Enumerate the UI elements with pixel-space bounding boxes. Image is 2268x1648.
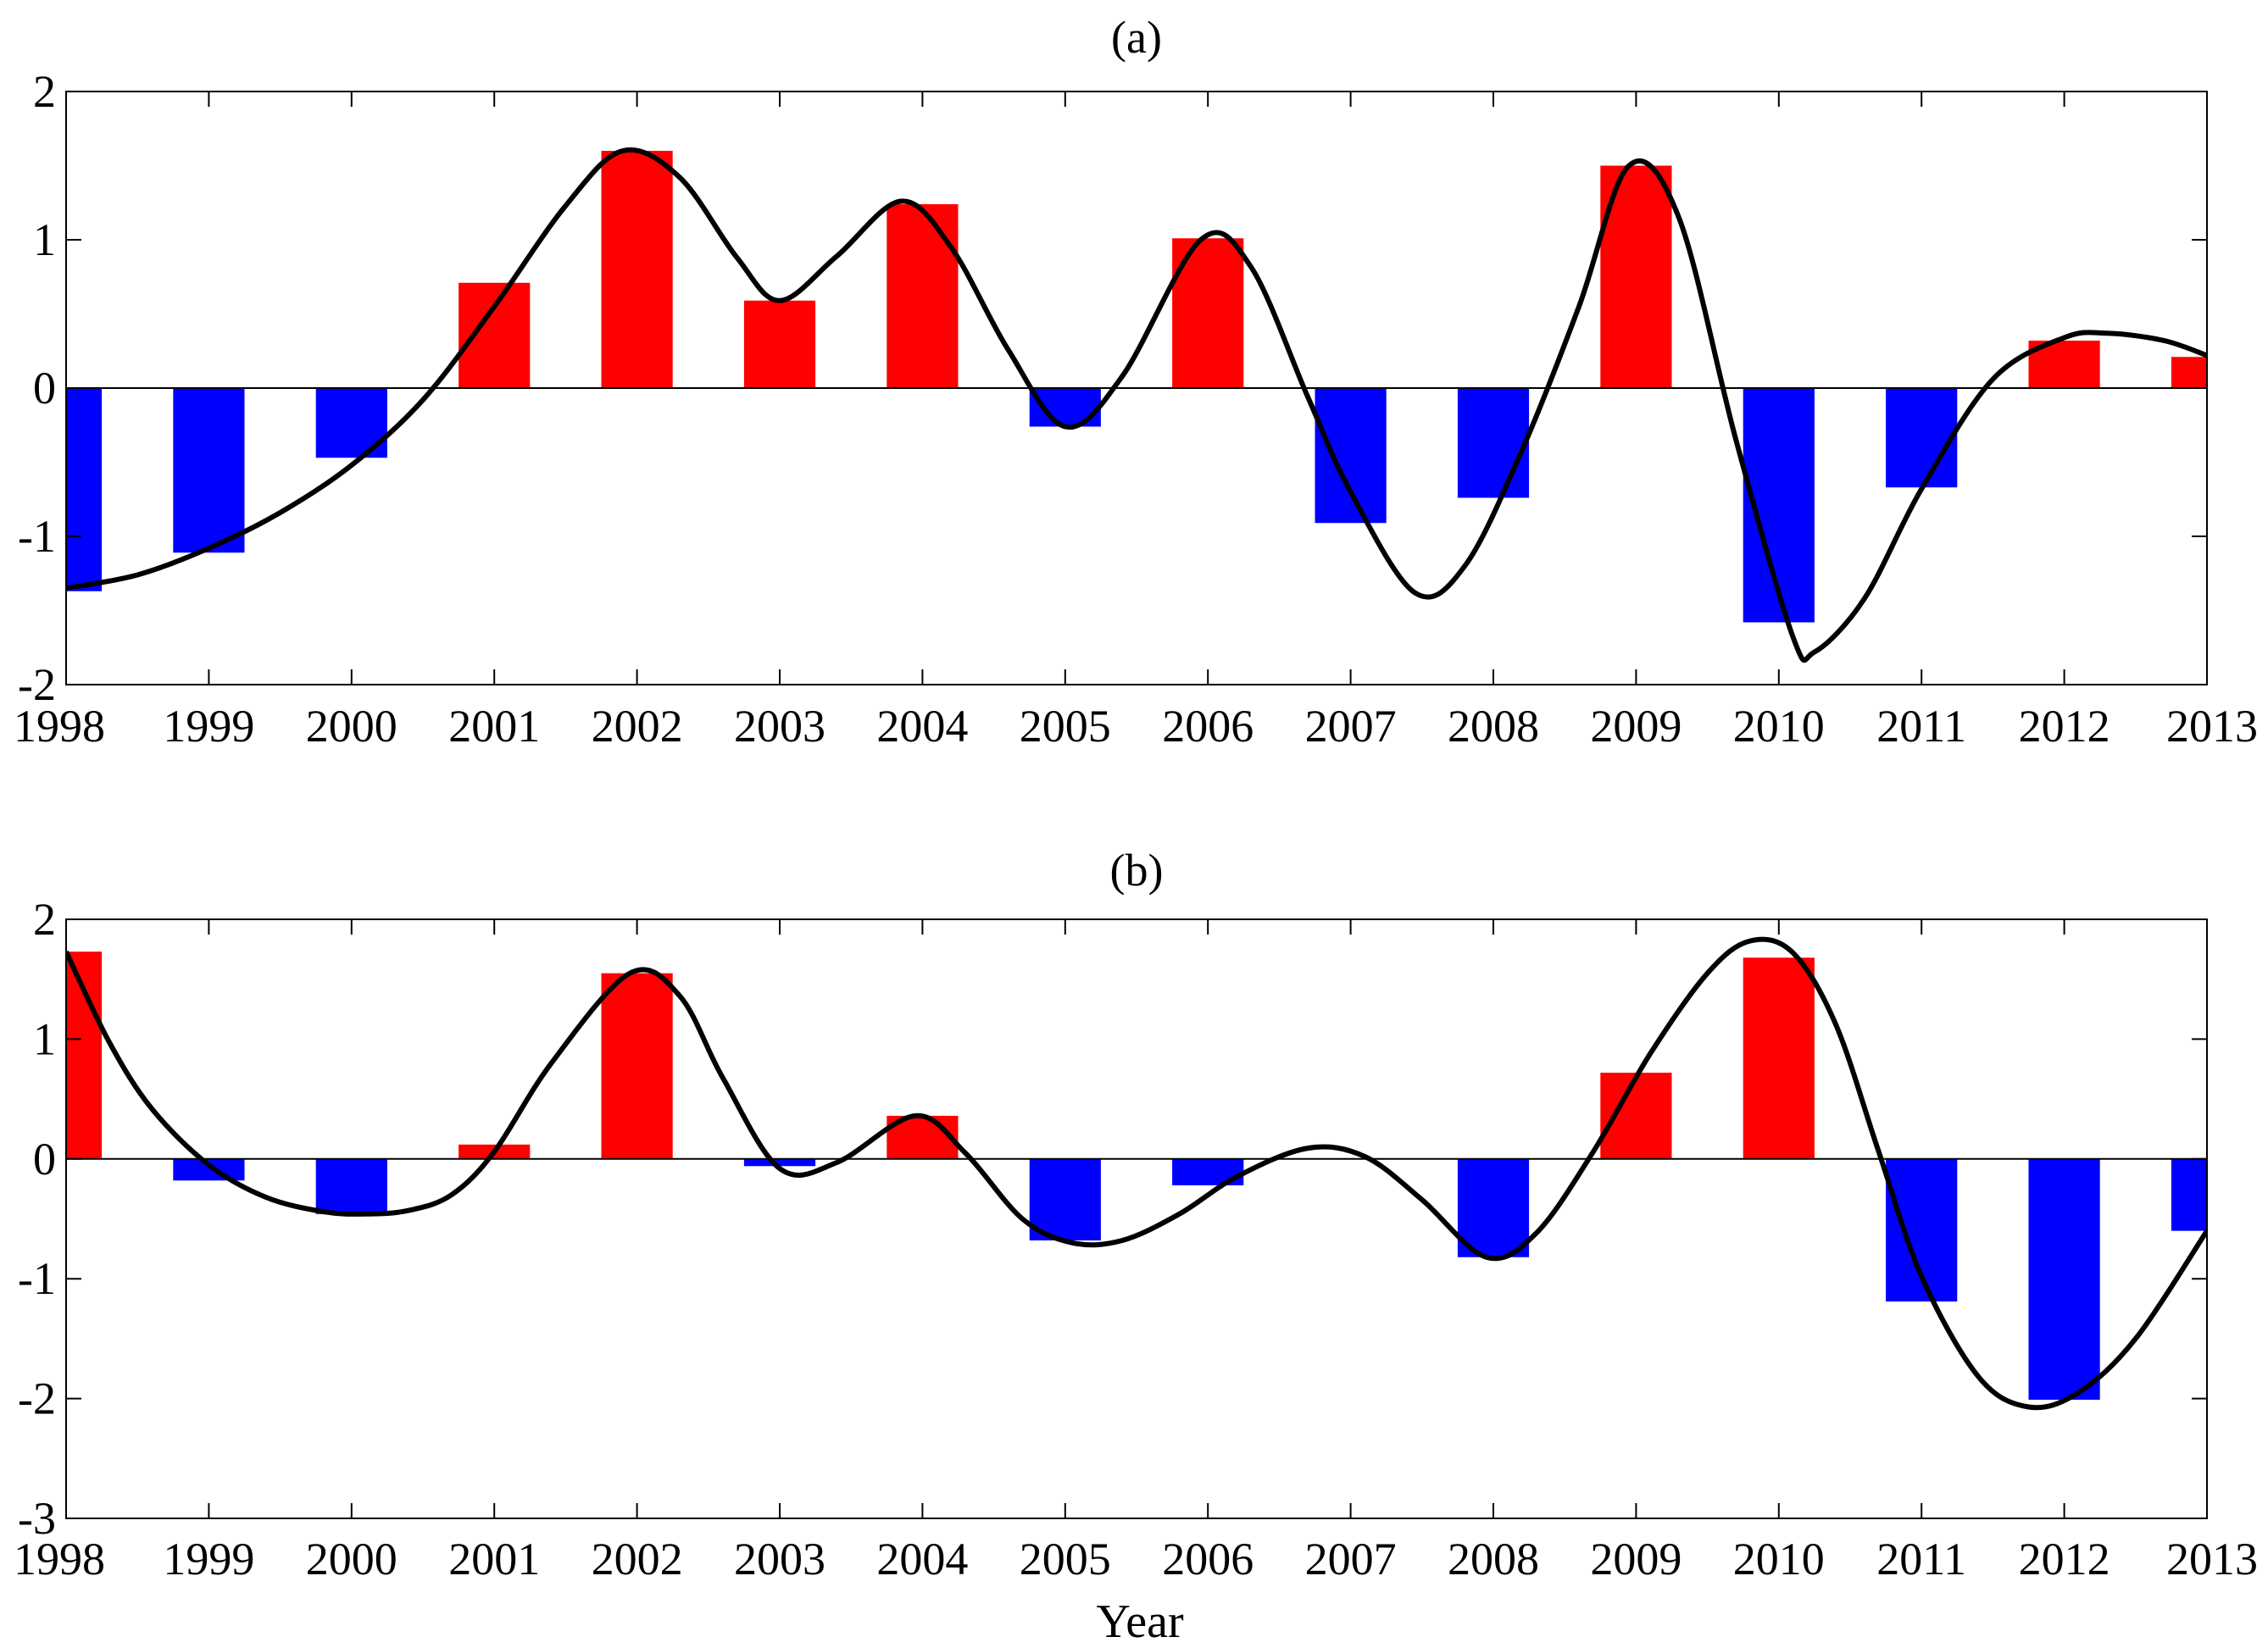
x-tick-label-2007: 2007 bbox=[1305, 701, 1397, 752]
x-tick-label-1998: 1998 bbox=[14, 1534, 105, 1584]
x-tick-label-2008: 2008 bbox=[1448, 1534, 1539, 1584]
bar-2013 bbox=[2171, 357, 2207, 388]
x-tick-label-2011: 2011 bbox=[1876, 701, 1966, 752]
y-tick-label: -1 bbox=[18, 1253, 56, 1304]
panel-b-title: (b) bbox=[1110, 845, 1164, 896]
x-tick-label-2000: 2000 bbox=[306, 701, 397, 752]
x-tick-label-2005: 2005 bbox=[1020, 701, 1111, 752]
x-tick-label-1999: 1999 bbox=[163, 1534, 254, 1584]
y-tick-label: 1 bbox=[33, 1013, 56, 1064]
y-tick-label: 2 bbox=[33, 894, 56, 945]
x-tick-label-2012: 2012 bbox=[2019, 701, 2110, 752]
x-tick-label-2013: 2013 bbox=[2166, 701, 2258, 752]
bar-2002 bbox=[601, 151, 673, 388]
y-tick-label: 2 bbox=[33, 66, 56, 117]
panel-b-bars bbox=[66, 952, 2207, 1401]
bar-2005 bbox=[1029, 1158, 1101, 1240]
x-tick-label-2002: 2002 bbox=[592, 1534, 683, 1584]
y-tick-label: -2 bbox=[18, 1373, 56, 1424]
y-tick-label: -3 bbox=[18, 1493, 56, 1544]
bar-2001 bbox=[459, 282, 531, 388]
bar-2000 bbox=[315, 1158, 387, 1214]
x-tick-label-2009: 2009 bbox=[1590, 1534, 1682, 1584]
x-tick-label-2007: 2007 bbox=[1305, 1534, 1397, 1584]
panel-a-smooth-curve bbox=[66, 147, 2207, 663]
x-tick-label-2003: 2003 bbox=[734, 701, 825, 752]
panel-a-title: (a) bbox=[1111, 12, 1162, 63]
panel-b: (b) -3 -2 -1 0 1 2 1998 1999 2000 2001 2002 2003 2004… bbox=[14, 845, 2258, 1584]
x-axis-title: Year bbox=[1096, 1595, 1184, 1648]
x-tick-label-2008: 2008 bbox=[1448, 701, 1539, 752]
x-tick-label-2006: 2006 bbox=[1162, 701, 1254, 752]
y-tick-label: 0 bbox=[33, 363, 56, 413]
y-tick-label: 1 bbox=[33, 214, 56, 265]
bar-2012 bbox=[2028, 1158, 2100, 1401]
bar-2007 bbox=[1315, 388, 1387, 524]
x-tick-label-2002: 2002 bbox=[592, 701, 683, 752]
panel-a: (a) -2 -1 0 1 2 1998 1999 2000 2001 2002 2003 2004 20… bbox=[14, 12, 2258, 752]
x-tick-label-2004: 2004 bbox=[876, 1534, 968, 1584]
y-tick-label: 0 bbox=[33, 1134, 56, 1185]
x-tick-label-2010: 2010 bbox=[1733, 701, 1825, 752]
x-tick-label-2004: 2004 bbox=[876, 701, 968, 752]
x-tick-label-2005: 2005 bbox=[1020, 1534, 1111, 1584]
bar-2004 bbox=[887, 204, 959, 388]
bar-1998 bbox=[66, 388, 103, 591]
bar-2008 bbox=[1457, 1158, 1530, 1257]
x-tick-label-1998: 1998 bbox=[14, 701, 105, 752]
x-tick-label-2009: 2009 bbox=[1590, 701, 1682, 752]
bar-2003 bbox=[743, 1158, 816, 1167]
panel-b-smooth-curve bbox=[66, 936, 2207, 1411]
panel-a-bars bbox=[66, 151, 2207, 623]
x-tick-label-2001: 2001 bbox=[448, 1534, 540, 1584]
x-tick-label-2013: 2013 bbox=[2166, 1534, 2258, 1584]
bar-2003 bbox=[743, 300, 816, 388]
y-tick-label: -1 bbox=[18, 511, 56, 562]
panel-b-axes-box bbox=[65, 918, 2208, 1519]
x-tick-label-2011: 2011 bbox=[1876, 1534, 1966, 1584]
x-tick-label-2010: 2010 bbox=[1733, 1534, 1825, 1584]
bar-2009 bbox=[1600, 1072, 1672, 1159]
bar-2008 bbox=[1457, 388, 1530, 498]
bar-2002 bbox=[601, 973, 673, 1159]
x-tick-label-1999: 1999 bbox=[163, 701, 254, 752]
bar-2011 bbox=[1886, 388, 1958, 488]
x-tick-label-2006: 2006 bbox=[1162, 1534, 1254, 1584]
y-tick-label: -2 bbox=[18, 659, 56, 710]
x-tick-label-2001: 2001 bbox=[448, 701, 540, 752]
bar-2013 bbox=[2171, 1158, 2207, 1231]
x-tick-label-2003: 2003 bbox=[734, 1534, 825, 1584]
x-tick-label-2000: 2000 bbox=[306, 1534, 397, 1584]
bar-2010 bbox=[1743, 957, 1815, 1159]
bar-1999 bbox=[173, 388, 245, 553]
x-tick-label-2012: 2012 bbox=[2019, 1534, 2110, 1584]
